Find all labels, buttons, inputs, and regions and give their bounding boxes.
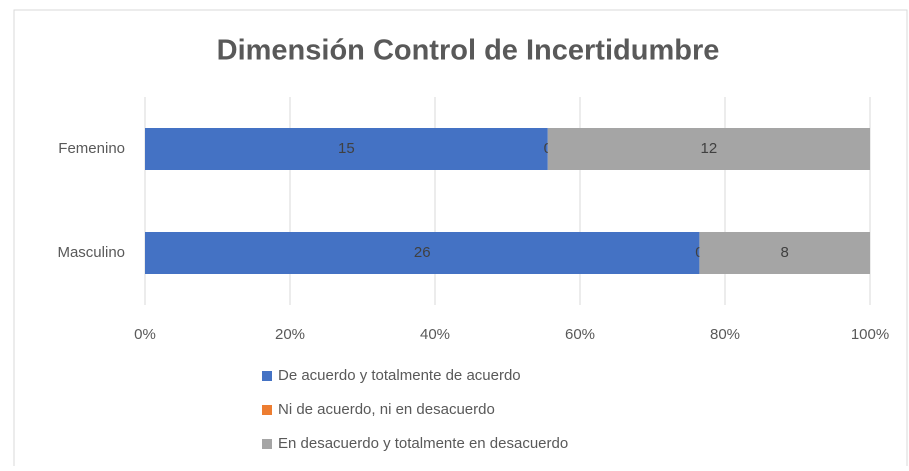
x-tick-label: 0% bbox=[134, 326, 156, 343]
x-tick-label: 60% bbox=[565, 326, 595, 343]
y-tick-label: Masculino bbox=[57, 244, 125, 261]
chart-title: Dimensión Control de Incertidumbre bbox=[217, 35, 720, 67]
data-label: 8 bbox=[781, 244, 789, 261]
data-label: 12 bbox=[701, 140, 718, 157]
legend-label: Ni de acuerdo, ni en desacuerdo bbox=[278, 401, 495, 418]
bar-segment bbox=[145, 232, 700, 274]
x-tick-label: 80% bbox=[710, 326, 740, 343]
x-tick-label: 40% bbox=[420, 326, 450, 343]
legend-label: En desacuerdo y totalmente en desacuerdo bbox=[278, 435, 568, 452]
legend-label: De acuerdo y totalmente de acuerdo bbox=[278, 367, 521, 384]
x-tick-label: 20% bbox=[275, 326, 305, 343]
legend-swatch bbox=[262, 405, 272, 415]
data-label: 15 bbox=[338, 140, 355, 157]
legend-swatch bbox=[262, 439, 272, 449]
x-tick-label: 100% bbox=[851, 326, 889, 343]
data-label: 26 bbox=[414, 244, 431, 261]
bar-segment bbox=[145, 128, 548, 170]
y-tick-label: Femenino bbox=[58, 140, 125, 157]
bar-segment bbox=[699, 232, 870, 274]
bar-segment bbox=[547, 128, 870, 170]
legend-swatch bbox=[262, 371, 272, 381]
